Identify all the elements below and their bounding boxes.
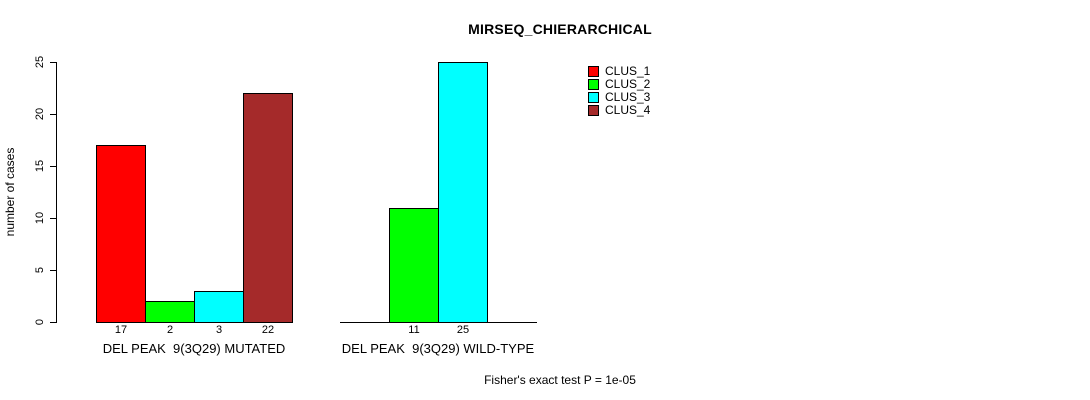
y-axis-tick-label: 20: [34, 107, 46, 121]
legend: CLUS_1 CLUS_2 CLUS_3 CLUS_4: [588, 65, 650, 117]
legend-swatch: [588, 66, 599, 77]
bar: [389, 208, 439, 323]
y-axis-line: [56, 62, 57, 323]
y-axis-tick: [50, 114, 57, 115]
y-axis-tick-label: 25: [34, 55, 46, 69]
legend-item-label: CLUS_4: [605, 103, 651, 117]
bar-zero-baseline: [340, 322, 390, 323]
bar-value-label: 17: [114, 324, 128, 336]
bar-zero-baseline: [487, 322, 537, 323]
bar: [96, 145, 146, 323]
y-axis-tick: [50, 270, 57, 271]
y-axis-tick: [50, 218, 57, 219]
bar-value-label: 25: [456, 324, 470, 336]
y-axis-tick-label: 0: [34, 318, 46, 326]
legend-item-label: CLUS_1: [605, 64, 651, 78]
legend-item-label: CLUS_3: [605, 90, 651, 104]
legend-swatch: [588, 92, 599, 103]
bar: [145, 301, 195, 323]
bar: [194, 291, 244, 323]
y-axis-tick: [50, 62, 57, 63]
group-axis-label: DEL PEAK 9(3Q29) WILD-TYPE: [341, 341, 535, 356]
stat-test-footnote: Fisher's exact test P = 1e-05: [484, 373, 636, 387]
bar-value-label: 22: [261, 324, 275, 336]
group-axis-label: DEL PEAK 9(3Q29) MUTATED: [102, 341, 286, 356]
y-axis-tick-label: 5: [34, 266, 46, 274]
legend-item: CLUS_1: [588, 65, 650, 78]
legend-swatch: [588, 105, 599, 116]
legend-item: CLUS_4: [588, 104, 650, 117]
y-axis-tick-label: 15: [34, 159, 46, 173]
y-axis-label: number of cases: [3, 147, 17, 237]
legend-item: CLUS_3: [588, 91, 650, 104]
legend-item-label: CLUS_2: [605, 77, 651, 91]
bar: [243, 93, 293, 323]
y-axis-tick-label: 10: [34, 211, 46, 225]
bar-value-label: 2: [166, 324, 174, 336]
bar-value-label: 11: [408, 324, 420, 336]
chart-title: MIRSEQ_CHIERARCHICAL: [468, 21, 652, 37]
legend-item: CLUS_2: [588, 78, 650, 91]
bar: [438, 62, 488, 323]
legend-swatch: [588, 79, 599, 90]
y-axis-tick: [50, 166, 57, 167]
y-axis-tick: [50, 322, 57, 323]
bar-value-label: 3: [215, 324, 223, 336]
